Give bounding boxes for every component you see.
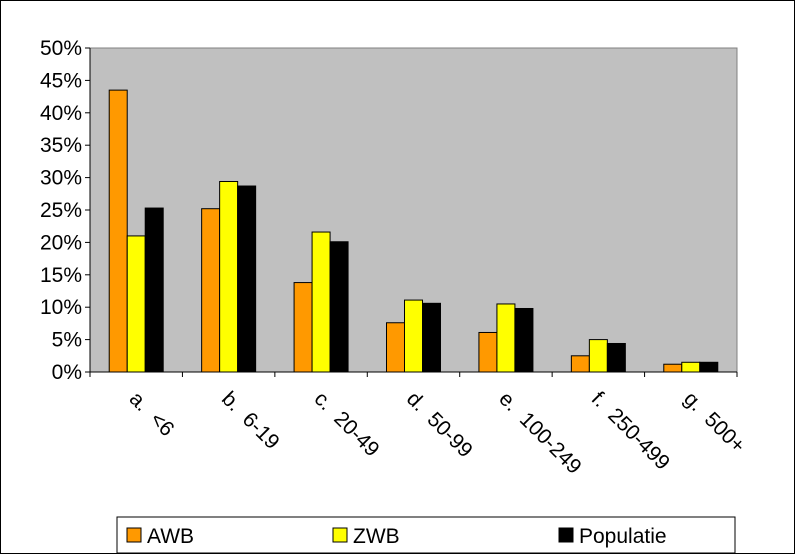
- bar-populatie-5: [514, 307, 534, 373]
- bar-zwb-1: [126, 235, 146, 373]
- bar-populatie-1: [144, 207, 164, 373]
- x-category-label: e. 100-249: [494, 387, 585, 478]
- y-tick-label: 50%: [40, 37, 82, 60]
- bar-zwb-4: [404, 299, 423, 373]
- bar-zwb-6: [588, 339, 608, 373]
- bar-populatie-7: [699, 361, 719, 373]
- legend-label-awb: AWB: [147, 525, 194, 548]
- legend-swatch-populatie: [558, 527, 574, 543]
- y-tick-label: 10%: [40, 296, 82, 319]
- x-category-label: f. 250-499: [587, 387, 674, 474]
- bar-populatie-3: [329, 241, 349, 373]
- legend-label-populatie: Populatie: [579, 525, 667, 548]
- x-category-label: c. 20-49: [310, 387, 384, 461]
- x-category-label: g. 500+: [679, 387, 749, 457]
- bar-zwb-5: [496, 303, 516, 373]
- bar-populatie-6: [606, 342, 626, 373]
- y-tick-label: 15%: [40, 264, 82, 287]
- y-tick-label: 20%: [40, 231, 82, 254]
- x-category-label: b. 6-19: [217, 387, 284, 454]
- bar-awb-7: [663, 363, 683, 373]
- bar-zwb-3: [311, 231, 331, 373]
- bar-awb-2: [201, 208, 221, 373]
- bar-populatie-4: [422, 302, 441, 373]
- x-category-label: a. <6: [125, 387, 179, 441]
- y-tick-label: 5%: [52, 329, 82, 352]
- y-tick-label: 40%: [40, 102, 82, 125]
- bar-awb-6: [570, 355, 590, 373]
- legend: [116, 516, 736, 554]
- bar-zwb-2: [219, 180, 239, 373]
- legend-swatch-awb: [126, 527, 142, 543]
- bar-populatie-2: [237, 185, 257, 373]
- bar-awb-3: [293, 282, 313, 373]
- bar-awb-5: [478, 331, 498, 373]
- y-tick-label: 45%: [40, 69, 82, 92]
- y-tick-label: 25%: [40, 199, 82, 222]
- x-category-label: d. 50-99: [402, 387, 477, 462]
- bar-awb-4: [386, 322, 405, 373]
- legend-swatch-zwb: [332, 527, 348, 543]
- y-tick-label: 0%: [52, 361, 82, 384]
- bar-awb-1: [108, 89, 128, 373]
- y-tick-label: 30%: [40, 167, 82, 190]
- bar-zwb-7: [681, 361, 701, 373]
- legend-label-zwb: ZWB: [353, 525, 400, 548]
- y-tick-label: 35%: [40, 134, 82, 157]
